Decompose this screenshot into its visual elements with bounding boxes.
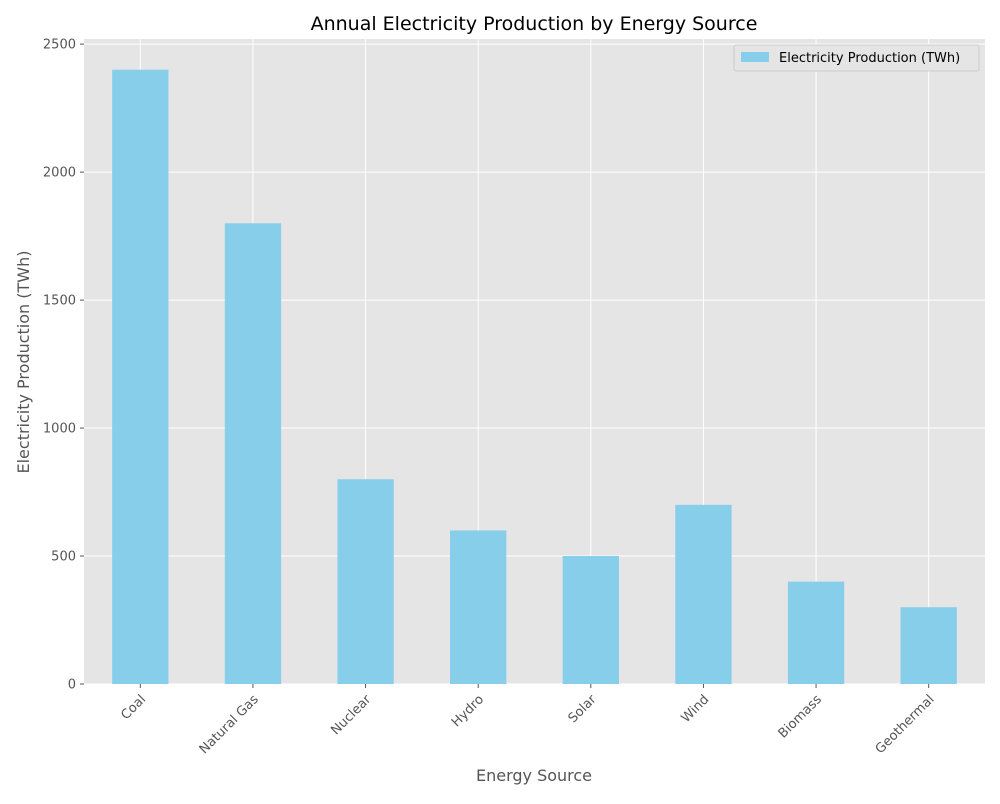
y-tick-label: 0	[68, 678, 76, 693]
y-tick-label: 1000	[43, 422, 76, 437]
bar-wind	[675, 504, 732, 684]
plot-area	[84, 39, 985, 684]
bar-nuclear	[337, 479, 394, 684]
y-axis-ticks: 0 500 1000 1500 2000 2500	[43, 38, 84, 693]
x-tick-label: Hydro	[449, 692, 487, 730]
bar-hydro	[450, 530, 507, 684]
x-tick-label: Wind	[679, 692, 713, 726]
bar-biomass	[787, 581, 845, 684]
legend-label: Electricity Production (TWh)	[779, 51, 960, 66]
bar-geothermal	[900, 607, 957, 684]
legend-box	[733, 44, 980, 72]
bar-coal	[112, 69, 169, 684]
grid-lines	[84, 39, 985, 685]
bars	[112, 69, 957, 685]
bar-natural-gas	[224, 223, 282, 685]
x-tick-label: Natural Gas	[197, 692, 262, 757]
y-tick-label: 2000	[43, 166, 76, 181]
bar-solar	[562, 556, 619, 684]
x-tick-label: Biomass	[776, 692, 825, 741]
y-tick-label: 500	[51, 550, 76, 565]
legend: Electricity Production (TWh)	[733, 44, 980, 72]
x-tick-label: Nuclear	[328, 692, 374, 738]
x-axis-title: Energy Source	[476, 766, 592, 785]
y-tick-label: 2500	[43, 38, 76, 53]
chart-title: Annual Electricity Production by Energy …	[311, 13, 758, 35]
y-tick-label: 1500	[43, 294, 76, 309]
y-axis-title: Electricity Production (TWh)	[14, 251, 33, 474]
legend-swatch	[741, 52, 769, 62]
x-tick-label: Coal	[118, 692, 149, 723]
x-tick-label: Geothermal	[873, 692, 938, 757]
x-tick-label: Solar	[566, 692, 600, 726]
x-axis-ticks: Coal Natural Gas Nuclear Hydro Solar Wind Biom…	[118, 684, 938, 757]
